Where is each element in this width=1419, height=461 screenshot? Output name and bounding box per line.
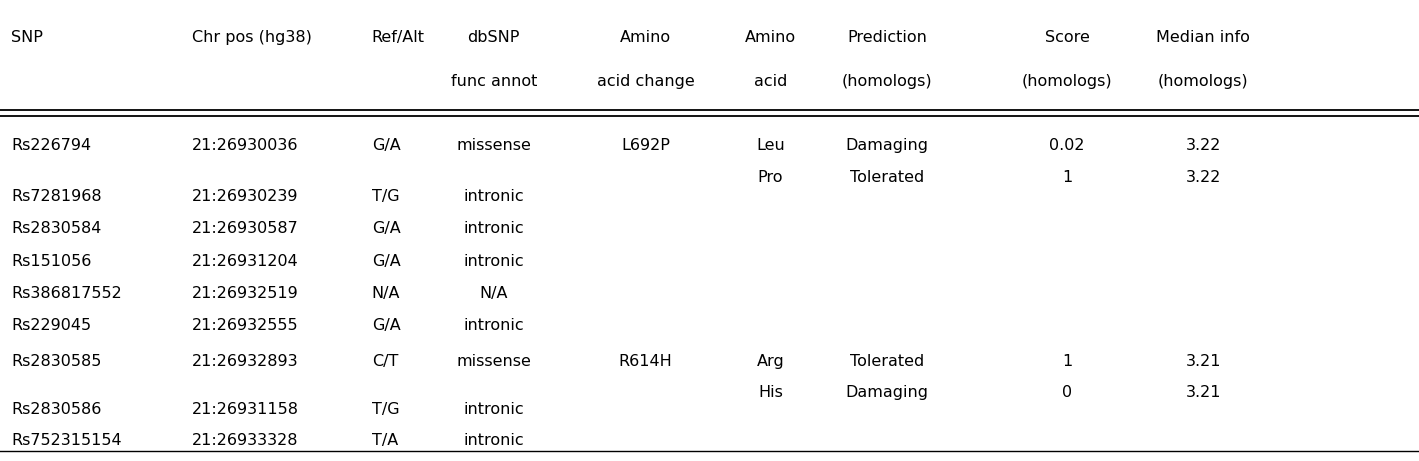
Text: G/A: G/A	[372, 138, 400, 154]
Text: Rs2830586: Rs2830586	[11, 402, 102, 418]
Text: 21:26933328: 21:26933328	[192, 433, 298, 449]
Text: Rs2830585: Rs2830585	[11, 354, 102, 369]
Text: 3.22: 3.22	[1186, 138, 1220, 154]
Text: His: His	[758, 385, 783, 400]
Text: Rs151056: Rs151056	[11, 254, 92, 269]
Text: L692P: L692P	[622, 138, 670, 154]
Text: (homologs): (homologs)	[1158, 74, 1249, 89]
Text: 21:26931158: 21:26931158	[192, 402, 298, 418]
Text: Arg: Arg	[756, 354, 785, 369]
Text: 3.21: 3.21	[1185, 354, 1222, 369]
Text: 3.22: 3.22	[1186, 170, 1220, 185]
Text: Amino: Amino	[745, 30, 796, 45]
Text: intronic: intronic	[464, 433, 524, 449]
Text: Median info: Median info	[1156, 30, 1250, 45]
Text: Chr pos (hg38): Chr pos (hg38)	[192, 30, 311, 45]
Text: func annot: func annot	[451, 74, 536, 89]
Text: 21:26932893: 21:26932893	[192, 354, 298, 369]
Text: G/A: G/A	[372, 254, 400, 269]
Text: Rs2830584: Rs2830584	[11, 221, 102, 236]
Text: Leu: Leu	[756, 138, 785, 154]
Text: SNP: SNP	[11, 30, 43, 45]
Text: Rs226794: Rs226794	[11, 138, 91, 154]
Text: acid: acid	[753, 74, 788, 89]
Text: Prediction: Prediction	[847, 30, 927, 45]
Text: Score: Score	[1044, 30, 1090, 45]
Text: missense: missense	[457, 138, 531, 154]
Text: intronic: intronic	[464, 254, 524, 269]
Text: intronic: intronic	[464, 402, 524, 418]
Text: 0.02: 0.02	[1049, 138, 1086, 154]
Text: Tolerated: Tolerated	[850, 170, 924, 185]
Text: 1: 1	[1061, 354, 1073, 369]
Text: Ref/Alt: Ref/Alt	[372, 30, 424, 45]
Text: missense: missense	[457, 354, 531, 369]
Text: 3.21: 3.21	[1185, 385, 1222, 400]
Text: T/A: T/A	[372, 433, 397, 449]
Text: N/A: N/A	[480, 286, 508, 301]
Text: Damaging: Damaging	[846, 385, 928, 400]
Text: G/A: G/A	[372, 221, 400, 236]
Text: Tolerated: Tolerated	[850, 354, 924, 369]
Text: R614H: R614H	[619, 354, 673, 369]
Text: 21:26930036: 21:26930036	[192, 138, 298, 154]
Text: 21:26930587: 21:26930587	[192, 221, 298, 236]
Text: Damaging: Damaging	[846, 138, 928, 154]
Text: 21:26931204: 21:26931204	[192, 254, 298, 269]
Text: (homologs): (homologs)	[841, 74, 932, 89]
Text: G/A: G/A	[372, 318, 400, 333]
Text: (homologs): (homologs)	[1022, 74, 1112, 89]
Text: Pro: Pro	[758, 170, 783, 185]
Text: C/T: C/T	[372, 354, 399, 369]
Text: dbSNP: dbSNP	[468, 30, 519, 45]
Text: Rs229045: Rs229045	[11, 318, 91, 333]
Text: acid change: acid change	[597, 74, 694, 89]
Text: intronic: intronic	[464, 318, 524, 333]
Text: 21:26932555: 21:26932555	[192, 318, 298, 333]
Text: 21:26932519: 21:26932519	[192, 286, 298, 301]
Text: Amino: Amino	[620, 30, 671, 45]
Text: T/G: T/G	[372, 402, 399, 418]
Text: intronic: intronic	[464, 221, 524, 236]
Text: Rs7281968: Rs7281968	[11, 189, 102, 204]
Text: Rs386817552: Rs386817552	[11, 286, 122, 301]
Text: Rs752315154: Rs752315154	[11, 433, 122, 449]
Text: 0: 0	[1061, 385, 1073, 400]
Text: 21:26930239: 21:26930239	[192, 189, 298, 204]
Text: intronic: intronic	[464, 189, 524, 204]
Text: N/A: N/A	[372, 286, 400, 301]
Text: T/G: T/G	[372, 189, 399, 204]
Text: 1: 1	[1061, 170, 1073, 185]
